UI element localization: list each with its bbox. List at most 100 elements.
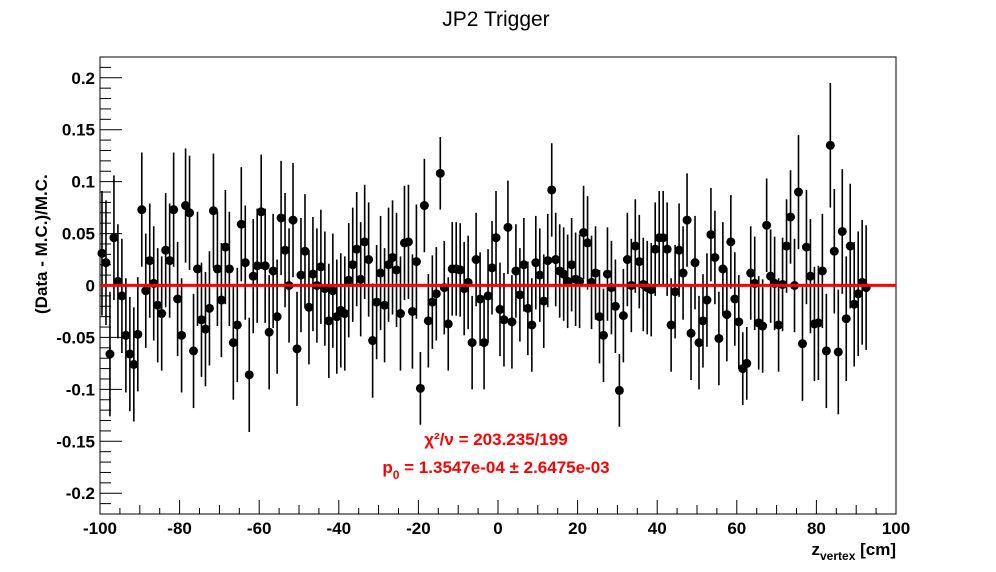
data-point <box>774 320 784 330</box>
data-point <box>356 274 366 284</box>
data-point <box>829 246 839 256</box>
data-point <box>296 270 306 280</box>
data-point <box>276 213 286 223</box>
data-point <box>121 330 131 340</box>
data-point <box>567 260 577 270</box>
data-point <box>173 294 183 304</box>
data-point <box>742 358 752 368</box>
data-point <box>575 276 585 286</box>
data-point <box>340 309 350 319</box>
data-point <box>109 233 119 243</box>
data-point <box>272 312 282 322</box>
x-axis-title: zvertex [cm] <box>812 540 897 563</box>
data-point <box>734 317 744 327</box>
data-point <box>678 268 688 278</box>
data-point <box>204 303 214 313</box>
data-point <box>833 347 843 357</box>
data-point <box>244 370 254 380</box>
data-point <box>746 268 756 278</box>
y-axis-ticks: -0.2 -0.15 -0.1 -0.05 0 0.05 0.1 0.15 0.2 <box>56 56 122 515</box>
data-point <box>662 244 672 254</box>
data-point <box>674 245 684 255</box>
data-point <box>531 258 541 268</box>
data-point <box>360 237 370 247</box>
data-point <box>157 309 167 319</box>
data-point <box>543 256 553 266</box>
data-point <box>368 336 378 346</box>
data-point <box>622 255 632 265</box>
data-point <box>563 276 573 286</box>
data-point <box>539 296 549 306</box>
x-tick-label: -60 <box>247 519 272 538</box>
y-tick-label: 0.05 <box>62 225 95 244</box>
data-point <box>594 312 604 322</box>
data-point <box>614 385 624 395</box>
x-tick-label: 100 <box>882 519 910 538</box>
data-point <box>252 261 262 271</box>
data-point <box>137 205 147 215</box>
data-point <box>682 215 692 225</box>
data-point <box>817 266 827 276</box>
data-point <box>730 294 740 304</box>
p0-value: = 1.3547e-04 ± 2.6475e-03 <box>399 458 609 477</box>
data-point <box>841 314 851 324</box>
x-tick-label: 80 <box>807 519 826 538</box>
data-point <box>443 319 453 329</box>
data-point <box>376 268 386 278</box>
data-point <box>702 295 712 305</box>
data-point <box>579 228 589 238</box>
data-point <box>666 320 676 330</box>
data-point <box>630 241 640 251</box>
data-point <box>380 300 390 310</box>
data-point <box>153 300 163 310</box>
data-point <box>177 330 187 340</box>
data-point <box>212 264 222 274</box>
data-point <box>467 338 477 348</box>
data-point <box>384 260 394 270</box>
data-point <box>260 261 270 271</box>
data-point <box>821 346 831 356</box>
data-point <box>316 262 326 272</box>
data-point <box>483 291 493 301</box>
data-point <box>169 205 179 215</box>
data-points <box>97 82 871 432</box>
data-point <box>101 258 111 268</box>
data-point <box>507 317 517 327</box>
data-point <box>435 168 445 178</box>
data-point <box>240 258 250 268</box>
data-point <box>403 237 413 247</box>
data-point <box>523 303 533 313</box>
x-tick-label: -100 <box>83 519 117 538</box>
data-point <box>364 255 374 265</box>
data-point <box>129 359 139 369</box>
data-point <box>200 324 210 334</box>
data-point <box>690 258 700 268</box>
data-point <box>793 187 803 197</box>
x-axis-title-main: z <box>812 540 821 559</box>
data-point <box>503 222 513 232</box>
data-point <box>634 257 644 267</box>
data-point <box>849 299 859 309</box>
data-point <box>161 245 171 255</box>
data-point <box>726 237 736 247</box>
data-point <box>853 289 863 299</box>
fit-parameter-label: p0 = 1.3547e-04 ± 2.6475e-03 <box>382 458 609 482</box>
data-point <box>805 271 815 281</box>
data-point <box>105 349 115 359</box>
data-point <box>216 295 226 305</box>
x-tick-label: -20 <box>406 519 431 538</box>
data-point <box>97 248 107 258</box>
data-point <box>559 269 569 279</box>
data-point <box>427 297 437 307</box>
data-point <box>519 260 529 270</box>
data-point <box>392 265 402 275</box>
data-point <box>591 268 601 278</box>
p0-symbol: p <box>382 458 392 477</box>
data-point <box>527 320 537 330</box>
data-point <box>491 233 501 243</box>
data-point <box>248 271 258 281</box>
data-point <box>165 256 175 266</box>
chi2-label: χ²/ν = 203.235/199 <box>424 430 568 449</box>
data-point <box>208 206 218 216</box>
y-tick-label: 0.2 <box>71 69 95 88</box>
